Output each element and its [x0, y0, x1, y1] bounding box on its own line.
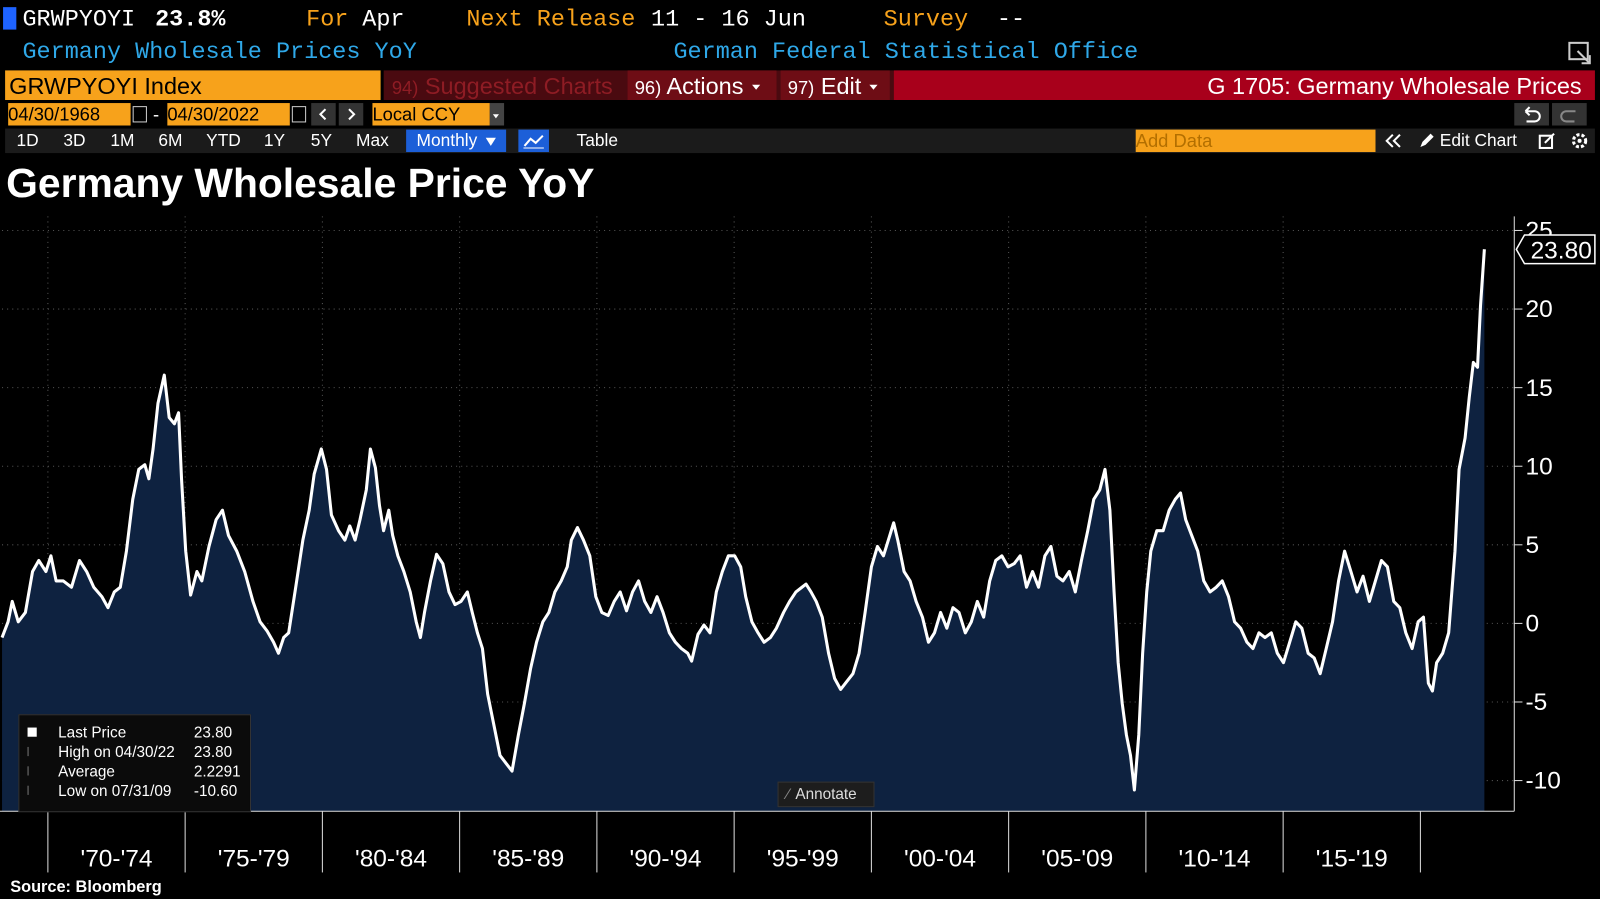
menu-label: Actions [666, 72, 744, 99]
survey-label: Survey [883, 6, 969, 33]
security-field[interactable]: GRWPYOYI Index [9, 72, 202, 99]
menu-number: 94) [391, 77, 419, 98]
x-tick-label: '90-'94 [630, 845, 702, 872]
end-date[interactable]: 04/30/2022 [167, 103, 290, 126]
menu-label: Edit [820, 72, 862, 99]
survey-value: -- [996, 6, 1026, 33]
period-button[interactable]: YTD [206, 130, 241, 150]
y-tick-label: 0 [1525, 611, 1539, 638]
source-org: German Federal Statistical Office [673, 38, 1139, 66]
x-tick-label: '05-'09 [1041, 845, 1113, 872]
menu-label: Suggested Charts [424, 72, 613, 99]
date-separator: - [153, 104, 160, 125]
stats-icon [27, 785, 38, 795]
y-tick-label: 10 [1525, 453, 1552, 480]
next-button[interactable] [338, 103, 364, 126]
menu-number: 97) [787, 77, 815, 98]
undo-button[interactable] [1514, 103, 1549, 126]
x-tick-label: '70-'74 [81, 845, 153, 872]
menu-number: 96) [634, 77, 662, 98]
x-tick-label: '10-'14 [1179, 845, 1251, 872]
frequency-label: Monthly [416, 130, 478, 150]
calendar-icon[interactable] [291, 106, 307, 123]
stats-box [18, 714, 252, 813]
security-name: Germany Wholesale Prices YoY [22, 38, 417, 66]
collapse-icon[interactable] [1383, 131, 1405, 151]
period-button[interactable]: 6M [158, 130, 183, 150]
stats-value: 23.80 [193, 743, 233, 762]
edit-chart-button[interactable]: Edit Chart [1439, 130, 1517, 150]
stats-label: High on 04/30/22 [58, 743, 175, 762]
period-button[interactable]: 3D [63, 130, 86, 150]
popout-icon[interactable] [1567, 41, 1594, 65]
y-tick-label: 5 [1525, 532, 1539, 559]
period-button[interactable]: 1D [16, 130, 39, 150]
redo-button[interactable] [1552, 103, 1587, 126]
edit-icon[interactable] [1537, 131, 1557, 151]
stats-icon [27, 766, 38, 776]
last-value: 23.8% [155, 6, 226, 33]
settings-icon[interactable] [1569, 131, 1589, 151]
period-button[interactable]: Max [356, 130, 389, 150]
y-tick-label: 20 [1525, 296, 1552, 323]
function-bg [893, 70, 1595, 100]
stats-value: -10.60 [193, 782, 238, 800]
last-value-tag [1515, 234, 1596, 265]
x-tick-label: '00-'04 [904, 845, 976, 872]
calendar-icon[interactable] [132, 106, 147, 123]
stats-icon [27, 727, 37, 737]
suggested-menu[interactable]: 94) Suggested Charts [392, 71, 613, 100]
currency-select[interactable]: Local CCY [372, 103, 490, 126]
stats-label: Average [58, 763, 115, 781]
x-tick-label: '95-'99 [767, 845, 839, 872]
stats-label: Last Price [58, 724, 127, 742]
pencil-icon [1420, 133, 1434, 147]
period-button[interactable]: 1M [110, 130, 135, 150]
y-tick-label: -5 [1525, 689, 1547, 716]
period-button[interactable]: 1Y [263, 130, 286, 150]
actions-menu[interactable]: 96) Actions [635, 71, 760, 100]
last-value-label: 23.80 [1531, 238, 1592, 265]
stats-value: 2.2291 [193, 763, 241, 781]
stats-label: Low on 07/31/09 [58, 782, 172, 800]
annotate-button[interactable]: ∕ Annotate [777, 781, 875, 808]
ticker-marker [3, 7, 17, 30]
table-button[interactable]: Table [576, 130, 618, 150]
stats-value: 23.80 [193, 724, 233, 742]
add-data-input[interactable]: Add Data [1135, 129, 1376, 153]
chart-title: Germany Wholesale Price YoY [6, 161, 595, 207]
frequency-select[interactable]: Monthly [406, 129, 507, 153]
release-value: 11 - 16 Jun [651, 6, 806, 33]
release-label: Next Release [466, 6, 636, 33]
x-tick-label: '80-'84 [355, 845, 427, 872]
for-label: For [306, 6, 349, 33]
x-tick-label: '85-'89 [492, 845, 564, 872]
currency-dropdown[interactable] [489, 103, 505, 126]
x-tick-label: '15-'19 [1316, 845, 1388, 872]
footer-source: Source: Bloomberg [10, 878, 162, 896]
start-date[interactable]: 04/30/1968 [8, 103, 131, 126]
area [2, 249, 1485, 812]
function-title: G 1705: Germany Wholesale Prices [1207, 72, 1582, 99]
line [0, 249, 1486, 792]
ticker: GRWPYOYI [22, 6, 136, 33]
x-tick-label: '75-'79 [218, 845, 290, 872]
security-box[interactable] [5, 70, 381, 100]
stats-icon [27, 746, 38, 757]
for-value: Apr [362, 6, 405, 33]
y-tick-label: 15 [1525, 375, 1552, 402]
y-tick-label: -10 [1525, 768, 1560, 795]
edit-menu[interactable]: 97) Edit [788, 71, 878, 100]
chart-type-button[interactable] [518, 129, 549, 153]
prev-button[interactable] [311, 103, 336, 126]
annotate-label: Annotate [795, 785, 857, 804]
period-button[interactable]: 5Y [310, 130, 333, 150]
